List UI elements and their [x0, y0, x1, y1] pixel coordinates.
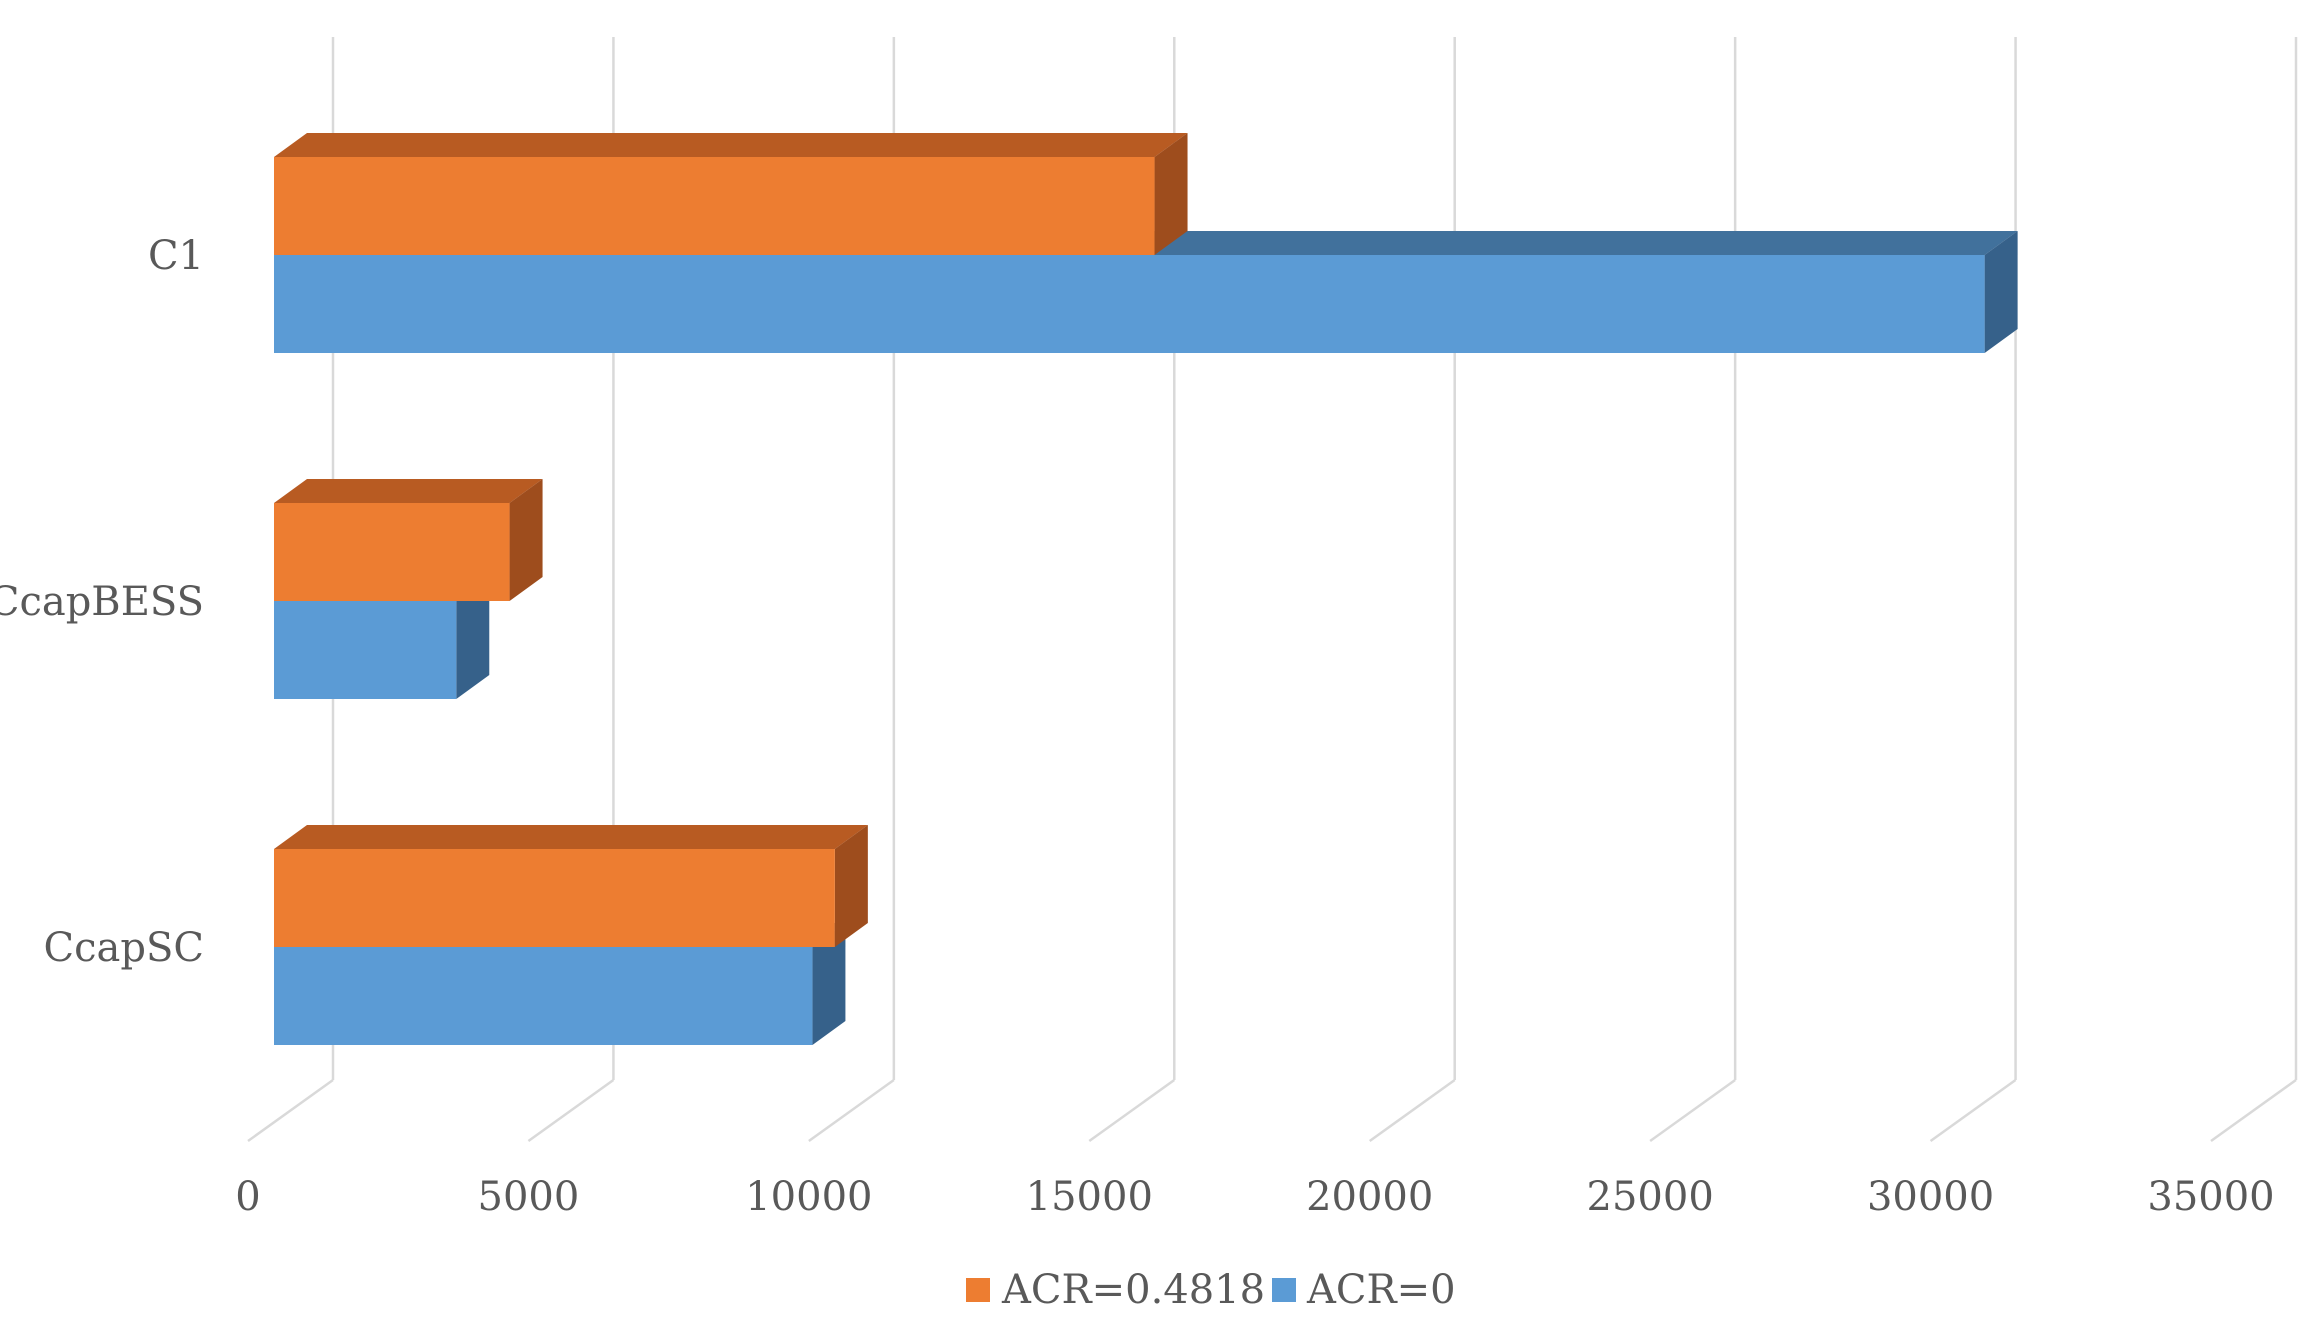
bar-ccapsc-acr-0-4818-top: [274, 825, 868, 849]
legend: ACR=0.4818 ACR=0: [966, 1267, 1456, 1313]
x-tick-label-30000: 30000: [1867, 1174, 1994, 1220]
floor-gridline-0: [247, 1078, 334, 1143]
y-category-label-ccapsc: CcapSC: [44, 925, 204, 971]
x-tick-label-20000: 20000: [1306, 1174, 1433, 1220]
bar-c1-acr-0-4818-top: [274, 133, 1188, 157]
x-tick-label-35000: 35000: [2147, 1174, 2274, 1220]
bar-ccapbess-acr-0-side: [456, 577, 490, 699]
legend-acr-0-label: ACR=0: [1306, 1267, 1456, 1313]
bar-ccapbess-acr-0-4818: [274, 503, 510, 601]
floor-gridline-25000: [1649, 1078, 1736, 1143]
floor-gridline-30000: [1929, 1078, 2017, 1143]
floor-gridline-10000: [808, 1078, 895, 1143]
y-category-label-ccapbess: CcapBESS: [0, 579, 204, 625]
x-tick-label-25000: 25000: [1587, 1174, 1714, 1220]
bar-ccapsc-acr-0-4818-side: [834, 825, 868, 947]
legend-acr-0-4818-label: ACR=0.4818: [1001, 1267, 1265, 1313]
x-tick-label-15000: 15000: [1026, 1174, 1153, 1220]
bar-c1-acr-0-4818: [274, 157, 1155, 255]
floor-gridline-15000: [1088, 1078, 1176, 1143]
y-category-label-c1: C1: [148, 233, 204, 279]
bar-ccapbess-acr-0-4818-top: [274, 479, 543, 503]
bar-ccapsc-acr-0-side: [812, 923, 846, 1045]
bars: [274, 133, 2018, 1045]
bar-c1-acr-0-side: [1984, 231, 2018, 353]
bar-ccapsc-acr-0: [274, 947, 813, 1045]
bar-ccapsc-acr-0-4818: [274, 849, 835, 947]
floor-gridline-35000: [2210, 1078, 2297, 1143]
x-tick-label-10000: 10000: [745, 1174, 872, 1220]
bar-ccapbess-acr-0-4818-side: [509, 479, 543, 601]
bar-c1-acr-0: [274, 255, 1985, 353]
bar-c1-acr-0-4818-side: [1154, 133, 1188, 255]
x-tick-label-0: 0: [235, 1174, 260, 1220]
legend-acr-0-4818-swatch: [966, 1278, 990, 1302]
legend-acr-0-swatch: [1272, 1278, 1296, 1302]
x-tick-label-5000: 5000: [478, 1174, 580, 1220]
floor-gridline-5000: [527, 1078, 615, 1143]
bar-ccapbess-acr-0: [274, 601, 457, 699]
floor-gridline-20000: [1368, 1078, 1456, 1143]
axis-labels: 0 5000 10000 15000 20000 25000 30000 35000 C1 Cca…: [0, 233, 2275, 1220]
